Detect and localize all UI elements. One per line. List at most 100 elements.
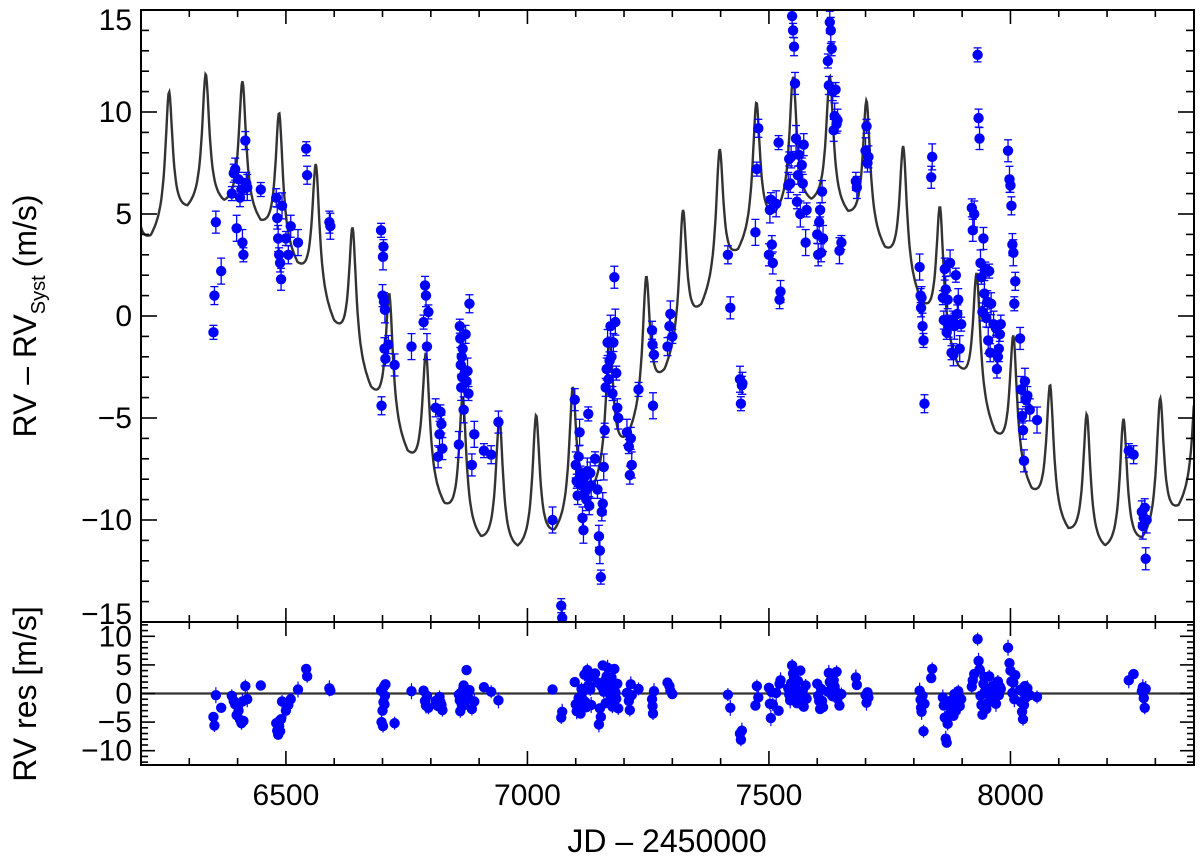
residual-point-marker [775, 675, 786, 686]
residual-point [423, 701, 434, 715]
residual-point [238, 715, 249, 727]
rv-point [584, 496, 595, 516]
rv-point [648, 347, 660, 363]
rv-point-marker [460, 329, 471, 340]
residual-point-marker [1139, 702, 1150, 713]
residual-point-marker [589, 668, 601, 679]
rv-point-marker [826, 43, 837, 54]
residual-point [485, 685, 497, 699]
res-y-tick-label: −10 [81, 735, 132, 768]
rv-point [423, 304, 434, 320]
rv-point [210, 210, 222, 234]
residual-point [624, 703, 636, 717]
rv-point-marker [383, 339, 394, 350]
rv-point [466, 453, 478, 477]
residual-point-marker [585, 684, 596, 695]
rv-point-marker [464, 298, 475, 309]
residual-panel [140, 621, 1195, 766]
rv-point [800, 228, 811, 257]
rv-point [420, 283, 432, 308]
residual-point [836, 687, 847, 701]
rv-point-marker [1002, 145, 1014, 156]
rv-point [300, 141, 312, 157]
residual-point [625, 676, 636, 693]
rv-point [574, 418, 585, 446]
rv-point [1018, 449, 1030, 473]
rv-point-marker [633, 384, 644, 395]
rv-point-marker [272, 212, 283, 224]
rv-point-marker [1008, 247, 1019, 258]
rv-point-marker [584, 500, 595, 511]
rv-point-marker [280, 233, 292, 244]
rv-point [599, 422, 610, 438]
residual-point [613, 701, 624, 715]
rv-point-marker [825, 25, 836, 36]
residual-point-marker [786, 660, 798, 671]
residual-point [255, 680, 266, 691]
rv-point [991, 359, 1003, 379]
rv-point-marker [583, 408, 594, 420]
rv-point [1008, 239, 1019, 267]
residual-point-marker [918, 726, 929, 737]
rv-point [750, 218, 761, 247]
residual-point [834, 700, 845, 711]
rv-point-marker [751, 163, 763, 175]
residual-point-marker [406, 686, 417, 697]
residual-point-marker [437, 704, 448, 716]
rv-point-marker [237, 237, 248, 248]
rv-point-marker [589, 453, 601, 464]
rv-point-marker [801, 204, 812, 216]
rv-point [647, 392, 659, 420]
rv-point-marker [493, 416, 504, 428]
residual-point [633, 682, 644, 696]
residual-point-marker [926, 663, 938, 675]
rv-point [436, 414, 447, 434]
residual-point-marker [595, 711, 607, 723]
rv-point-marker [978, 233, 989, 244]
rv-point [836, 234, 847, 251]
x-tick-label: 8000 [977, 779, 1044, 812]
residual-point [242, 691, 253, 708]
rv-point [753, 118, 764, 138]
rv-point [437, 436, 448, 461]
residual-point [800, 678, 811, 692]
rv-point [609, 265, 620, 289]
rv-point [569, 387, 580, 412]
residual-point [955, 694, 967, 705]
rv-point [325, 212, 336, 240]
rv-point-marker [389, 359, 400, 371]
rv-point-marker [437, 443, 448, 454]
rv-point-marker [790, 133, 802, 144]
rv-point-marker [972, 49, 983, 61]
residual-point [569, 676, 580, 688]
main-marks [141, 10, 1194, 622]
rv-point-marker [832, 114, 843, 126]
rv-point [583, 406, 594, 422]
rv-point-marker [283, 249, 294, 260]
rv-point [832, 108, 843, 132]
rv-point-marker [914, 261, 925, 273]
residual-point [209, 719, 220, 733]
rv-point [826, 41, 837, 57]
residual-point-marker [389, 718, 400, 729]
rv-point [240, 130, 251, 151]
rv-point-marker [485, 449, 497, 460]
rv-point [983, 263, 995, 279]
rv-point-marker [379, 304, 391, 316]
rv-point-marker [578, 525, 589, 536]
rv-point-marker [378, 241, 389, 252]
residual-point-marker [274, 726, 286, 737]
residual-point-marker [667, 688, 678, 700]
residual-point-marker [1138, 692, 1149, 704]
rv-point-marker [786, 10, 798, 22]
residual-point-marker [626, 690, 637, 701]
rv-point [231, 214, 242, 242]
residual-point [773, 705, 784, 716]
rv-point-marker [1010, 276, 1021, 287]
rv-point-marker [798, 139, 809, 150]
residual-point-marker [1002, 642, 1014, 653]
rv-point-marker [612, 402, 623, 413]
rv-point [967, 218, 978, 242]
rv-point [955, 316, 967, 332]
rv-point [462, 357, 473, 385]
